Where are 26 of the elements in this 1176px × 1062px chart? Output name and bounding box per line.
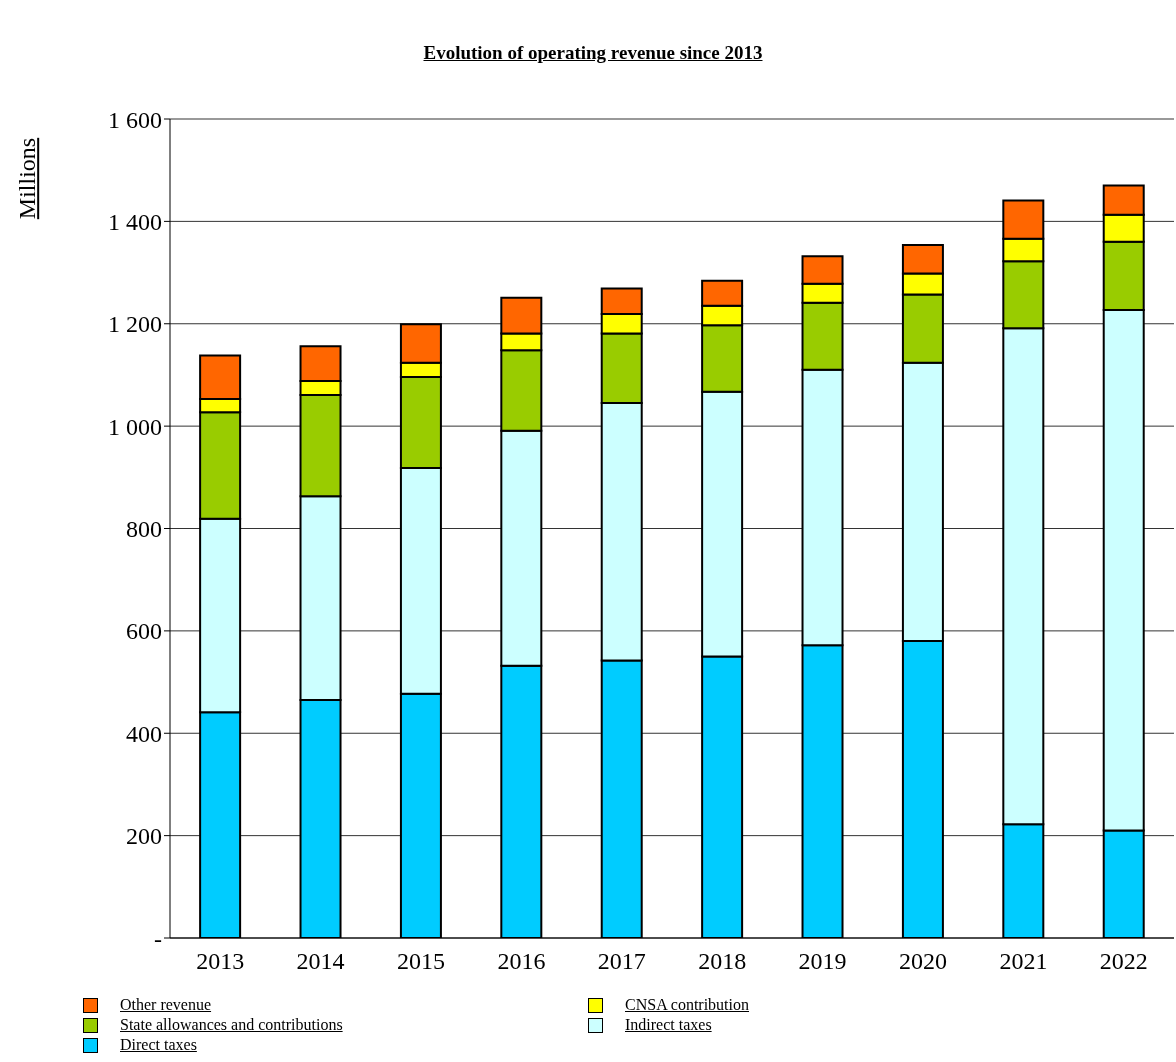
x-tick-label: 2018 bbox=[698, 948, 747, 975]
y-tick-label: 1 400 bbox=[108, 208, 162, 235]
legend-label: Other revenue bbox=[120, 996, 212, 1014]
x-tick-label: 2019 bbox=[798, 948, 847, 975]
y-tick-label: 800 bbox=[126, 516, 162, 543]
y-tick-label: 1 200 bbox=[108, 311, 162, 338]
y-tick-label: 1 600 bbox=[108, 106, 162, 133]
y-tick-label: 600 bbox=[126, 618, 162, 645]
legend-label: Indirect taxes bbox=[625, 1016, 712, 1034]
x-tick-label: 2016 bbox=[497, 948, 546, 975]
y-tick-label: - bbox=[154, 925, 162, 952]
y-tick-label: 1 000 bbox=[108, 413, 162, 440]
x-tick-label: 2015 bbox=[397, 948, 445, 975]
x-tick-label: 2022 bbox=[1099, 948, 1148, 975]
chart-title: Evolution of operating revenue since 2013 bbox=[422, 42, 764, 64]
legend-label: Direct taxes bbox=[120, 1036, 197, 1054]
legend-label: State allowances and contributions bbox=[120, 1016, 343, 1034]
x-tick-label: 2014 bbox=[296, 948, 345, 975]
x-tick-label: 2020 bbox=[899, 948, 947, 975]
y-tick-label: 400 bbox=[126, 720, 162, 747]
x-tick-label: 2017 bbox=[597, 948, 646, 975]
x-tick-label: 2021 bbox=[999, 948, 1048, 975]
y-tick-label: 200 bbox=[126, 823, 162, 850]
y-axis-title: Millions bbox=[14, 137, 42, 219]
legend-label: CNSA contribution bbox=[625, 996, 750, 1014]
x-tick-label: 2013 bbox=[196, 948, 245, 975]
